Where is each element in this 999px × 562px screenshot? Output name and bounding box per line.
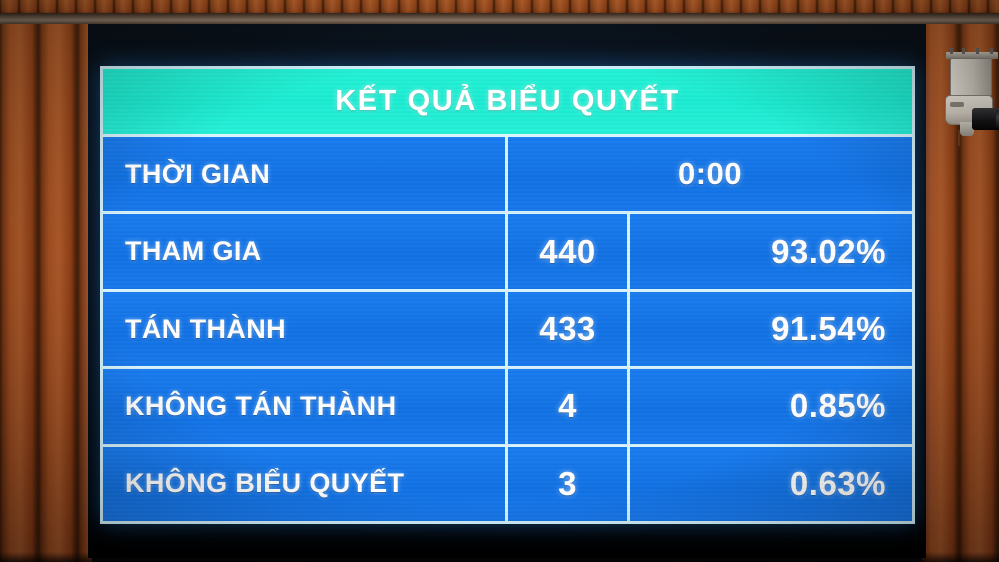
voting-results-board: KẾT QUẢ BIỂU QUYẾT THỜI GIAN 0:00 THAM G… [100,66,915,524]
results-table: THỜI GIAN 0:00 THAM GIA 440 93.02% [103,137,912,522]
camera-cable [958,130,960,146]
camera-vent [950,102,964,107]
row-label-cell: KHÔNG BIỂU QUYẾT [103,446,508,522]
row-percent-cell: 93.02% [630,214,912,288]
row-value: 0:00 [677,156,743,192]
row-percent-cell: 91.54% [630,292,912,366]
row-label: KHÔNG TÁN THÀNH [125,390,397,421]
row-count: 440 [539,232,596,270]
row-percent: 91.54% [771,310,886,348]
board-header: KẾT QUẢ BIỂU QUYẾT [103,69,912,137]
row-percent-cell: 0.85% [630,369,912,443]
row-count: 3 [558,464,577,502]
row-label-cell: TÁN THÀNH [103,291,508,367]
row-count-cell: 433 [508,291,630,367]
row-label-cell: KHÔNG TÁN THÀNH [103,369,508,444]
row-value-cell-merged: 0:00 [508,137,912,211]
row-count-cell: 440 [508,214,630,289]
row-label: THAM GIA [125,236,262,267]
camera-lens-front [996,110,999,128]
row-percent: 0.85% [789,387,886,425]
row-label: THỜI GIAN [125,158,271,189]
row-count-cell: 3 [508,446,630,522]
camera-mount-neck [960,122,974,136]
camera-lens [972,108,999,130]
row-count-cell: 4 [508,369,630,444]
camera-bracket [946,48,998,59]
table-row: TÁN THÀNH 433 91.54% [103,291,912,370]
camera-bolt [962,48,965,54]
row-percent-cell: 0.63% [630,447,912,521]
row-percent: 0.63% [789,464,886,502]
row-label-cell: THAM GIA [103,214,508,289]
row-label-cell: THỜI GIAN [103,137,508,212]
camera-bolt [990,48,993,54]
row-count: 4 [558,387,577,425]
row-label: TÁN THÀNH [125,313,287,344]
wood-panel-left [0,24,92,562]
table-row: THỜI GIAN 0:00 [103,137,912,215]
table-row: KHÔNG TÁN THÀNH 4 0.85% [103,369,912,447]
wood-panel-top [0,0,999,14]
row-label: KHÔNG BIỂU QUYẾT [125,468,405,499]
row-count: 433 [539,310,596,348]
table-row: THAM GIA 440 93.02% [103,214,912,292]
row-percent: 93.02% [771,232,886,270]
wood-panel-right [921,24,999,562]
floor-shadow [0,552,999,562]
camera-bolt [976,48,979,54]
camera-upper-housing [950,58,992,96]
camera-bolt [950,48,953,54]
table-row: KHÔNG BIỂU QUYẾT 3 0.63% [103,446,912,522]
wall-trim-molding [0,13,999,25]
page-title: KẾT QUẢ BIỂU QUYẾT [335,85,680,117]
security-camera-icon [944,48,999,148]
